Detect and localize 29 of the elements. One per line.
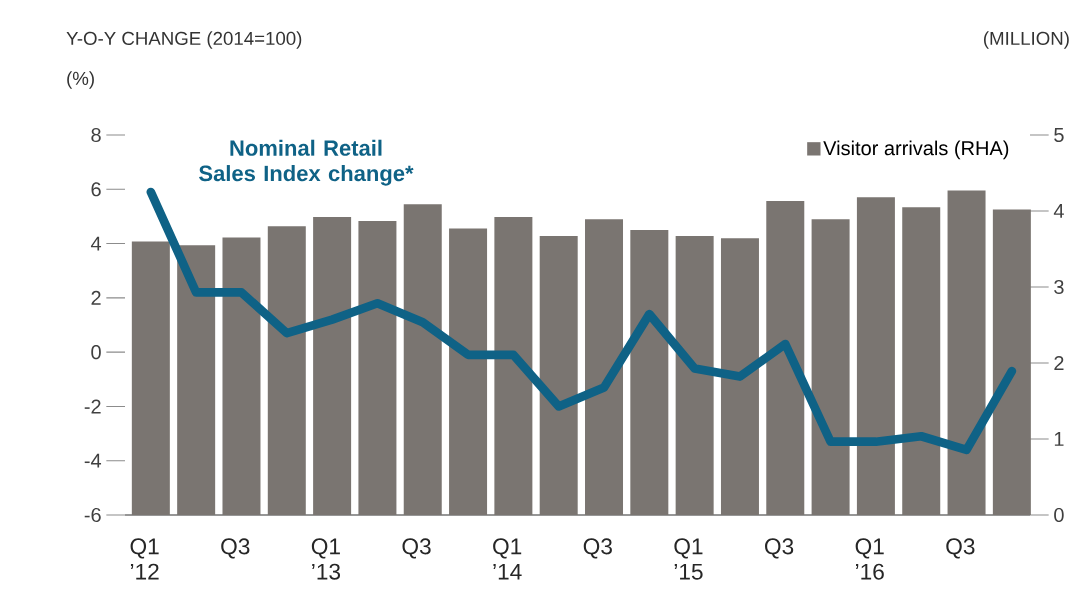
x-tick-label: Q3 (583, 538, 612, 559)
legend-label: Visitor arrivals (RHA) (823, 140, 1009, 160)
x-tick-label: Q3 (765, 538, 794, 559)
x-tick-label: Q1 ’15 (674, 538, 703, 580)
x-tick-label: Q3 (221, 538, 250, 559)
y2-tick-label: 2 (1054, 356, 1064, 370)
y-tick-label: -4 (84, 453, 102, 468)
y-tick-label: 8 (91, 127, 101, 143)
x-tick-label: Q1 ’13 (311, 538, 341, 580)
y2-tick-label: 5 (1054, 128, 1064, 142)
y-tick-label: -6 (84, 507, 101, 523)
x-tick-label: Q1 ’16 (855, 538, 884, 580)
y-tick-label: 6 (91, 182, 101, 197)
y-axis-title: Y-O-Y CHANGE (2014=100) (66, 31, 302, 49)
y2-tick-label: 4 (1053, 204, 1064, 218)
x-tick-label: Q3 (402, 538, 431, 559)
y-tick-label: 0 (91, 345, 101, 360)
y-tick-label: 4 (90, 236, 102, 251)
y-tick-label: -2 (84, 399, 101, 414)
y-tick-label: 2 (91, 290, 101, 305)
x-tick-label: Q1 ’12 (130, 538, 159, 580)
y2-axis-title: (MILLION) (983, 31, 1069, 49)
y2-tick-label: 1 (1054, 432, 1064, 446)
text: (%) (67, 71, 94, 89)
x-tick-label: Q1 ’14 (493, 538, 522, 580)
text: Nominal Retail Sales Index change* (199, 139, 414, 186)
y2-tick-label: 3 (1054, 279, 1064, 295)
y2-tick-label: 0 (1054, 507, 1064, 523)
x-tick-label: Q3 (946, 538, 975, 559)
